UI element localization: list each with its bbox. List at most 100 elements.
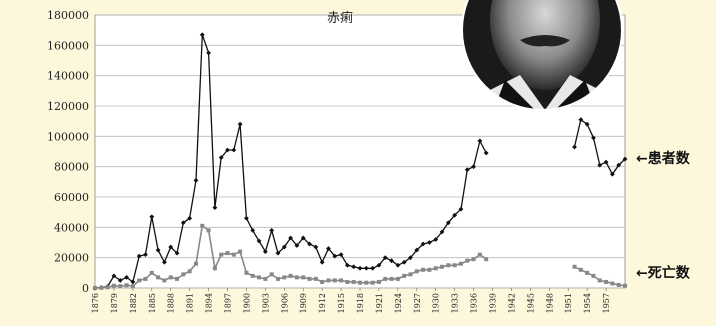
- data-point: [212, 205, 218, 211]
- data-point: [137, 278, 142, 283]
- data-point: [433, 237, 439, 242]
- data-point: [111, 273, 117, 279]
- data-point: [597, 278, 602, 283]
- data-point: [262, 249, 268, 254]
- data-point: [294, 275, 299, 280]
- x-tick-label: 1939: [489, 293, 498, 313]
- data-point: [382, 255, 388, 261]
- data-point: [162, 278, 167, 283]
- data-point: [370, 280, 375, 285]
- data-point: [604, 279, 609, 284]
- data-point: [156, 275, 161, 280]
- data-point: [345, 279, 350, 284]
- data-point: [219, 252, 224, 257]
- data-point: [344, 262, 350, 268]
- data-point: [193, 177, 199, 183]
- data-point: [585, 270, 590, 275]
- data-point: [414, 269, 419, 274]
- data-point: [395, 276, 400, 281]
- data-point: [389, 258, 394, 264]
- data-point: [307, 241, 312, 247]
- data-point: [572, 144, 577, 150]
- data-point: [332, 253, 338, 259]
- data-point: [269, 227, 275, 233]
- data-point: [174, 250, 180, 256]
- data-point: [395, 262, 401, 268]
- data-point: [446, 263, 451, 268]
- data-point: [313, 244, 319, 250]
- data-point: [408, 255, 413, 261]
- data-point: [206, 50, 211, 56]
- data-point: [376, 279, 381, 284]
- data-point: [401, 259, 407, 265]
- data-point: [414, 247, 420, 253]
- data-point: [175, 276, 180, 281]
- x-tick-label: 1957: [602, 293, 611, 313]
- data-point: [275, 276, 280, 281]
- data-point: [143, 252, 148, 258]
- data-point: [212, 266, 217, 271]
- data-point: [484, 257, 489, 262]
- data-point: [237, 121, 243, 127]
- data-point: [427, 240, 432, 245]
- y-tick-label: 0: [82, 282, 89, 295]
- data-point: [193, 261, 198, 266]
- x-tick-label: 1924: [394, 293, 403, 313]
- data-point: [93, 286, 97, 290]
- data-point: [578, 267, 583, 272]
- data-point: [326, 246, 331, 251]
- x-tick-label: 1927: [413, 293, 422, 313]
- data-point: [238, 249, 243, 254]
- x-tick-label: 1915: [337, 293, 346, 313]
- x-tick-label: 1921: [375, 293, 384, 313]
- x-tick-label: 1879: [110, 293, 119, 313]
- data-point: [168, 275, 173, 280]
- legend-label-deaths: ←死亡数: [636, 264, 691, 281]
- data-point: [301, 275, 306, 280]
- data-point: [231, 147, 237, 153]
- data-point: [458, 206, 464, 212]
- data-point: [357, 265, 363, 271]
- x-tick-label: 1891: [186, 293, 195, 313]
- data-point: [187, 215, 193, 221]
- data-point: [363, 265, 369, 271]
- data-point: [181, 272, 186, 277]
- data-point: [225, 147, 230, 153]
- data-point: [477, 252, 482, 257]
- x-tick-label: 1882: [129, 293, 138, 313]
- x-tick-label: 1909: [299, 293, 308, 313]
- data-point: [124, 274, 129, 280]
- data-point: [445, 220, 451, 226]
- data-point: [180, 220, 186, 226]
- data-point: [433, 266, 438, 271]
- legend-label-patients: ←患者数: [636, 150, 691, 167]
- y-tick-label: 160000: [47, 39, 89, 52]
- data-point: [244, 215, 249, 221]
- data-point: [244, 270, 249, 275]
- data-point: [231, 252, 236, 257]
- data-point: [111, 283, 116, 288]
- data-point: [149, 270, 154, 275]
- series-layer: [92, 32, 628, 291]
- x-tick-label: 1951: [564, 293, 573, 313]
- data-point: [439, 229, 445, 235]
- x-tick-label: 1918: [356, 293, 365, 313]
- data-point: [300, 235, 306, 241]
- data-point: [616, 282, 621, 287]
- data-point: [225, 251, 230, 256]
- data-point: [281, 244, 287, 250]
- data-point: [597, 162, 603, 168]
- data-point: [591, 135, 596, 141]
- data-point: [440, 264, 445, 269]
- y-tick-label: 140000: [47, 70, 89, 83]
- data-point: [622, 156, 628, 162]
- x-tick-label: 1876: [91, 293, 100, 313]
- data-point: [452, 263, 457, 268]
- data-point: [578, 117, 584, 123]
- series-deaths: [93, 223, 627, 290]
- data-point: [471, 164, 476, 170]
- data-point: [307, 276, 312, 281]
- data-point: [376, 262, 382, 268]
- x-tick-label: 1942: [507, 293, 516, 313]
- data-point: [351, 279, 356, 284]
